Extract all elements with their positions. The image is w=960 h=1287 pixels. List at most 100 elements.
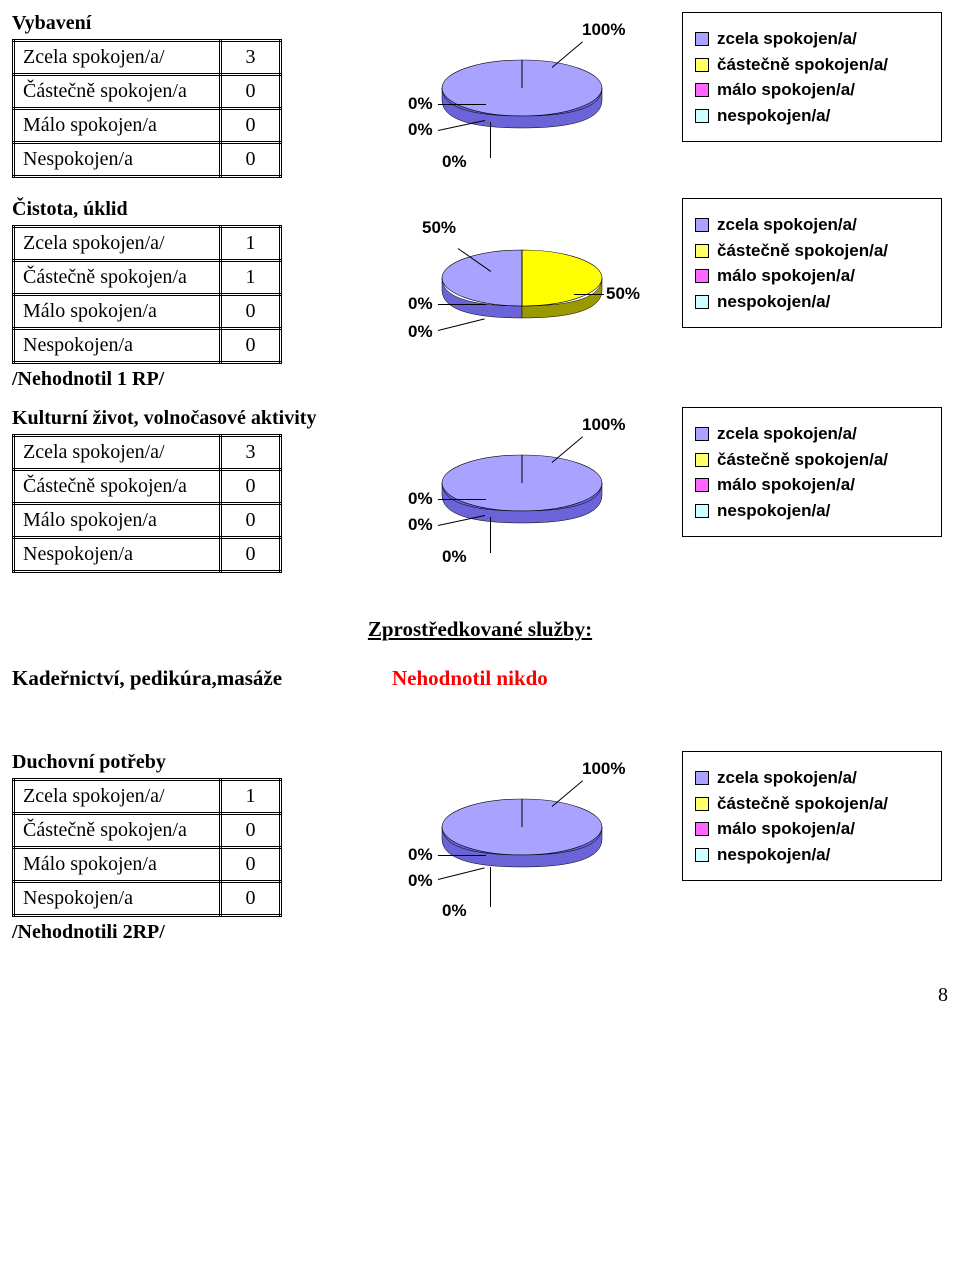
row-value: 3 <box>221 41 281 75</box>
row-label: Částečně spokojen/a <box>14 814 221 848</box>
section-chart: 100% 0% 0% 0% <box>362 12 662 182</box>
chart-label: 0% <box>408 294 433 314</box>
legend-box: zcela spokojen/a/ částečně spokojen/a/ m… <box>682 407 942 537</box>
row-value: 1 <box>221 261 281 295</box>
section-kulturni: Kulturní život, volnočasové aktivity Zce… <box>12 407 948 577</box>
services-key: Kadeřnictví, pedikúra,masáže <box>12 666 392 691</box>
section-left: Duchovní potřeby Zcela spokojen/a/1 Část… <box>12 751 362 944</box>
row-value: 1 <box>221 227 281 261</box>
chart-label: 0% <box>408 845 433 865</box>
section-duchovni: Duchovní potřeby Zcela spokojen/a/1 Část… <box>12 751 948 944</box>
section-legend: zcela spokojen/a/ částečně spokojen/a/ m… <box>682 751 942 881</box>
row-value: 0 <box>221 882 281 916</box>
legend-label: málo spokojen/a/ <box>717 819 855 839</box>
section-legend: zcela spokojen/a/ částečně spokojen/a/ m… <box>682 198 942 328</box>
legend-label: nespokojen/a/ <box>717 845 830 865</box>
row-label: Zcela spokojen/a/ <box>14 227 221 261</box>
section-left: Vybavení Zcela spokojen/a/3 Částečně spo… <box>12 12 362 178</box>
legend-swatch <box>695 244 709 258</box>
legend-swatch <box>695 269 709 283</box>
legend-swatch <box>695 848 709 862</box>
row-value: 0 <box>221 538 281 572</box>
legend-label: částečně spokojen/a/ <box>717 241 888 261</box>
section-left: Čistota, úklid Zcela spokojen/a/1 Částeč… <box>12 198 362 391</box>
row-label: Částečně spokojen/a <box>14 75 221 109</box>
legend-swatch <box>695 83 709 97</box>
services-row: Kadeřnictví, pedikúra,masáže Nehodnotil … <box>12 666 948 691</box>
legend-label: nespokojen/a/ <box>717 501 830 521</box>
pie-chart: 100% 0% 0% 0% <box>382 407 642 577</box>
legend-label: málo spokojen/a/ <box>717 266 855 286</box>
data-table: Zcela spokojen/a/1 Částečně spokojen/a1 … <box>12 225 282 364</box>
row-value: 0 <box>221 295 281 329</box>
chart-label: 0% <box>408 94 433 114</box>
pie-chart: 100% 0% 0% 0% <box>382 12 642 182</box>
chart-label: 50% <box>422 218 456 238</box>
row-label: Částečně spokojen/a <box>14 470 221 504</box>
data-table: Zcela spokojen/a/3 Částečně spokojen/a0 … <box>12 39 282 178</box>
row-label: Nespokojen/a <box>14 538 221 572</box>
row-label: Nespokojen/a <box>14 329 221 363</box>
legend-box: zcela spokojen/a/ částečně spokojen/a/ m… <box>682 751 942 881</box>
legend-label: zcela spokojen/a/ <box>717 768 857 788</box>
page-number: 8 <box>12 984 948 1007</box>
legend-swatch <box>695 109 709 123</box>
data-table: Zcela spokojen/a/3 Částečně spokojen/a0 … <box>12 434 282 573</box>
legend-swatch <box>695 218 709 232</box>
row-label: Nespokojen/a <box>14 143 221 177</box>
legend-label: zcela spokojen/a/ <box>717 29 857 49</box>
chart-label: 0% <box>442 901 467 921</box>
section-left: Kulturní život, volnočasové aktivity Zce… <box>12 407 362 573</box>
chart-label: 50% <box>606 284 640 304</box>
chart-label: 0% <box>408 515 433 535</box>
services-heading: Zprostředkované služby: <box>12 617 948 642</box>
legend-swatch <box>695 478 709 492</box>
legend-swatch <box>695 295 709 309</box>
row-label: Zcela spokojen/a/ <box>14 436 221 470</box>
chart-label: 0% <box>408 322 433 342</box>
legend-swatch <box>695 822 709 836</box>
row-label: Málo spokojen/a <box>14 848 221 882</box>
data-table: Zcela spokojen/a/1 Částečně spokojen/a0 … <box>12 778 282 917</box>
row-value: 0 <box>221 109 281 143</box>
legend-swatch <box>695 58 709 72</box>
row-value: 0 <box>221 504 281 538</box>
services-value: Nehodnotil nikdo <box>392 666 548 691</box>
pie-chart: 100% 0% 0% 0% <box>382 751 642 921</box>
row-value: 0 <box>221 143 281 177</box>
section-vybaveni: Vybavení Zcela spokojen/a/3 Částečně spo… <box>12 12 948 182</box>
legend-swatch <box>695 797 709 811</box>
legend-swatch <box>695 453 709 467</box>
chart-label: 100% <box>582 20 625 40</box>
chart-label: 0% <box>408 871 433 891</box>
row-label: Málo spokojen/a <box>14 295 221 329</box>
section-title: Čistota, úklid <box>12 198 362 221</box>
chart-label: 0% <box>408 120 433 140</box>
row-label: Částečně spokojen/a <box>14 261 221 295</box>
section-note: /Nehodnotil 1 RP/ <box>12 368 362 391</box>
row-value: 3 <box>221 436 281 470</box>
legend-label: zcela spokojen/a/ <box>717 424 857 444</box>
legend-swatch <box>695 504 709 518</box>
legend-label: málo spokojen/a/ <box>717 475 855 495</box>
legend-label: částečně spokojen/a/ <box>717 794 888 814</box>
section-cistota: Čistota, úklid Zcela spokojen/a/1 Částeč… <box>12 198 948 391</box>
legend-label: částečně spokojen/a/ <box>717 450 888 470</box>
legend-swatch <box>695 771 709 785</box>
pie-chart: 50% 50% 0% 0% <box>382 198 642 368</box>
section-note: /Nehodnotili 2RP/ <box>12 921 362 944</box>
row-value: 0 <box>221 848 281 882</box>
row-value: 0 <box>221 75 281 109</box>
section-chart: 50% 50% 0% 0% <box>362 198 662 368</box>
row-label: Zcela spokojen/a/ <box>14 41 221 75</box>
chart-label: 100% <box>582 759 625 779</box>
row-value: 0 <box>221 814 281 848</box>
row-value: 1 <box>221 780 281 814</box>
row-label: Zcela spokojen/a/ <box>14 780 221 814</box>
legend-box: zcela spokojen/a/ částečně spokojen/a/ m… <box>682 198 942 328</box>
section-chart: 100% 0% 0% 0% <box>362 751 662 921</box>
row-label: Málo spokojen/a <box>14 504 221 538</box>
legend-label: nespokojen/a/ <box>717 106 830 126</box>
legend-swatch <box>695 32 709 46</box>
section-title: Kulturní život, volnočasové aktivity <box>12 407 362 430</box>
